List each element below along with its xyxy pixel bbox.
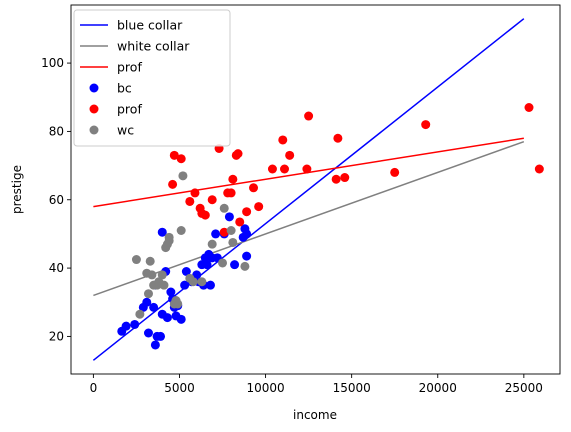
- point-wc: [208, 240, 217, 249]
- point-bc: [156, 332, 165, 341]
- point-wc: [135, 310, 144, 319]
- x-tick-label: 0: [90, 381, 98, 395]
- y-tick-label: 40: [49, 261, 64, 275]
- y-tick-label: 20: [49, 329, 64, 343]
- point-wc: [159, 281, 168, 290]
- point-bc: [177, 315, 186, 324]
- point-prof: [304, 112, 313, 121]
- legend-marker-bc: [90, 84, 99, 93]
- point-prof: [268, 165, 277, 174]
- point-prof: [227, 188, 236, 197]
- point-prof: [234, 149, 243, 158]
- x-tick-label: 15000: [333, 381, 371, 395]
- point-bc: [242, 252, 251, 261]
- point-bc: [211, 229, 220, 238]
- point-wc: [218, 258, 227, 267]
- point-prof: [333, 134, 342, 143]
- point-wc: [177, 226, 186, 235]
- point-prof: [390, 168, 399, 177]
- point-wc: [132, 255, 141, 264]
- point-prof: [535, 165, 544, 174]
- point-prof: [185, 197, 194, 206]
- point-wc: [197, 277, 206, 286]
- y-axis-title: prestige: [10, 165, 24, 214]
- x-tick-label: 25000: [505, 381, 543, 395]
- point-prof: [177, 154, 186, 163]
- point-wc: [227, 226, 236, 235]
- point-prof: [525, 103, 534, 112]
- y-tick-label: 80: [49, 124, 64, 138]
- point-wc: [144, 289, 153, 298]
- point-wc: [220, 204, 229, 213]
- point-prof: [302, 165, 311, 174]
- point-bc: [230, 260, 239, 269]
- point-prof: [242, 207, 251, 216]
- point-prof: [168, 180, 177, 189]
- point-prof: [201, 211, 210, 220]
- point-bc: [242, 229, 251, 238]
- point-bc: [206, 281, 215, 290]
- point-prof: [285, 151, 294, 160]
- legend-marker-wc: [90, 126, 99, 135]
- point-bc: [225, 212, 234, 221]
- point-prof: [280, 165, 289, 174]
- point-bc: [122, 322, 131, 331]
- y-tick-label: 100: [41, 56, 64, 70]
- x-tick-label: 20000: [419, 381, 457, 395]
- point-prof: [278, 135, 287, 144]
- point-wc: [173, 299, 182, 308]
- point-wc: [240, 262, 249, 271]
- legend-label: wc: [117, 123, 134, 138]
- point-wc: [146, 257, 155, 266]
- point-wc: [178, 171, 187, 180]
- legend-label: prof: [117, 60, 142, 75]
- point-prof: [235, 217, 244, 226]
- point-prof: [249, 183, 258, 192]
- legend-label: bc: [117, 81, 132, 96]
- x-tick-label: 5000: [164, 381, 195, 395]
- point-bc: [151, 340, 160, 349]
- point-bc: [149, 303, 158, 312]
- point-prof: [190, 188, 199, 197]
- point-wc: [228, 238, 237, 247]
- point-bc: [144, 329, 153, 338]
- point-wc: [165, 233, 174, 242]
- point-prof: [208, 195, 217, 204]
- point-prof: [228, 175, 237, 184]
- legend-label: white collar: [117, 39, 190, 54]
- point-bc: [163, 313, 172, 322]
- point-prof: [340, 173, 349, 182]
- x-axis-title: income: [293, 408, 337, 422]
- legend-label: prof: [117, 102, 142, 117]
- point-bc: [130, 320, 139, 329]
- x-tick-label: 10000: [246, 381, 284, 395]
- point-prof: [254, 202, 263, 211]
- legend: blue collar white collar prof bc prof wc: [74, 10, 230, 146]
- legend-label: blue collar: [117, 18, 183, 33]
- point-wc: [189, 277, 198, 286]
- legend-marker-prof: [90, 105, 99, 114]
- point-wc: [147, 270, 156, 279]
- point-prof: [332, 175, 341, 184]
- y-tick-label: 60: [49, 193, 64, 207]
- point-prof: [421, 120, 430, 129]
- point-wc: [158, 270, 167, 279]
